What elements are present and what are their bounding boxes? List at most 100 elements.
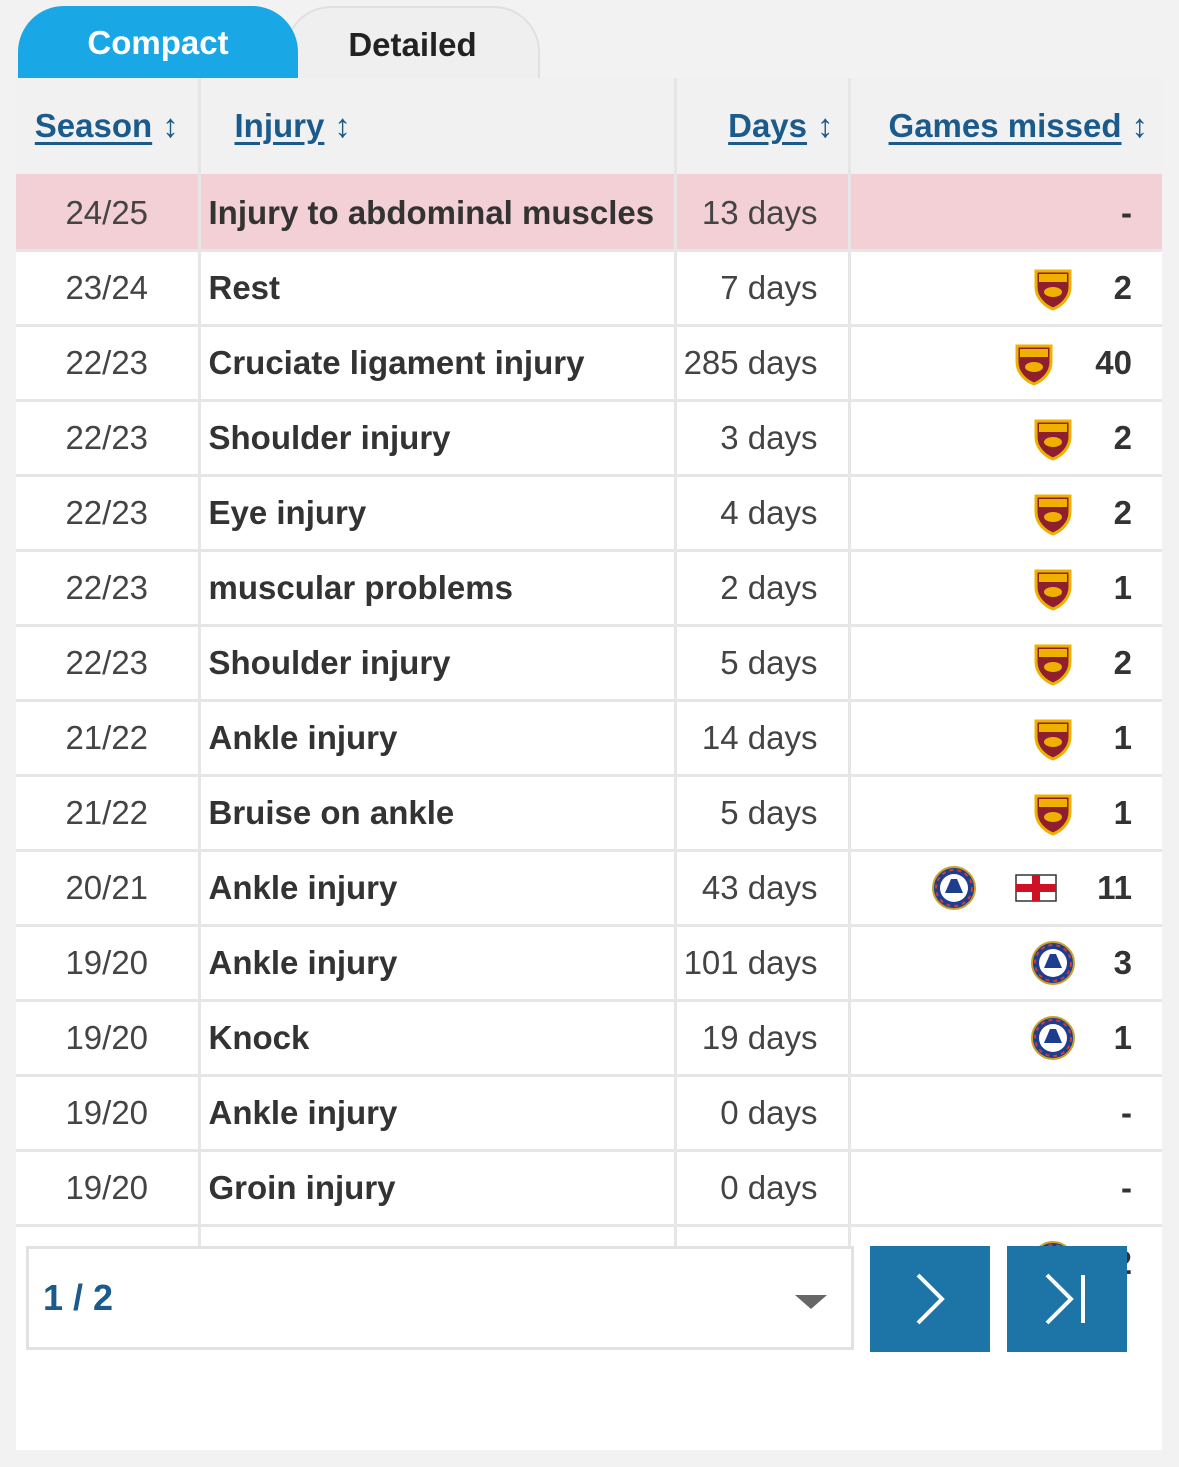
season-cell: 19/20 [16, 924, 201, 1001]
games-missed-count: 3 [1113, 944, 1132, 981]
season-cell: 23/24 [16, 249, 201, 326]
last-page-button[interactable] [1007, 1246, 1127, 1352]
games-missed-content: 11 [851, 865, 1132, 911]
games-missed-content: 1 [851, 790, 1132, 836]
injury-cell: Groin injury [199, 1149, 677, 1226]
season-cell: 21/22 [16, 699, 201, 776]
games-missed-content: 2 [851, 415, 1132, 461]
injury-cell: Shoulder injury [199, 399, 677, 476]
injury-cell: Ankle injury [199, 924, 677, 1001]
sort-arrows-icon[interactable]: ↕ [817, 107, 834, 144]
games-missed-cell: 2 [849, 624, 1162, 701]
chelsea-crest-icon [1030, 941, 1075, 985]
sort-link-injury[interactable]: Injury [234, 107, 325, 144]
table-row: 22/23 muscular problems 2 days 1 [16, 549, 1162, 626]
games-missed-content: 1 [851, 1015, 1132, 1061]
days-cell: 101 days [675, 924, 851, 1001]
caret-down-icon[interactable] [795, 1295, 827, 1309]
column-header-season[interactable]: Season ↕ [16, 78, 201, 176]
season-cell: 19/20 [16, 999, 201, 1076]
table-row: 21/22 Bruise on ankle 5 days 1 [16, 774, 1162, 851]
games-missed-count: 2 [1113, 494, 1132, 531]
games-missed-count: 1 [1113, 794, 1132, 831]
table-row: 19/20 Ankle injury 101 days 3 [16, 924, 1162, 1001]
sort-link-season[interactable]: Season [34, 107, 153, 144]
injury-cell: muscular problems [199, 549, 677, 626]
games-missed-count: 2 [1113, 269, 1132, 306]
sort-arrows-icon[interactable]: ↕ [162, 107, 179, 144]
chelsea-crest-icon [932, 866, 977, 910]
games-missed-cell: 1 [849, 774, 1162, 851]
season-cell: 22/23 [16, 624, 201, 701]
games-missed-count: 40 [1095, 344, 1132, 381]
roma-crest-icon [1034, 719, 1072, 761]
games-missed-cell: - [849, 1149, 1162, 1226]
injury-cell: Shoulder injury [199, 624, 677, 701]
sort-arrows-icon[interactable]: ↕ [1131, 107, 1149, 144]
roma-crest-icon [1034, 569, 1072, 611]
days-cell: 285 days [675, 324, 851, 401]
injury-cell: Eye injury [199, 474, 677, 551]
injury-cell: Injury to abdominal muscles [199, 174, 677, 251]
games-missed-cell: 11 [849, 849, 1162, 926]
tab-detailed[interactable]: Detailed [285, 6, 540, 80]
season-cell: 21/22 [16, 774, 201, 851]
roma-crest-icon [1034, 794, 1072, 836]
column-header-games-missed[interactable]: Games missed ↕ [849, 78, 1162, 176]
chevron-right-icon [916, 1273, 945, 1325]
games-missed-count: 1 [1113, 569, 1132, 606]
sort-link-games-missed[interactable]: Games missed [888, 107, 1122, 144]
games-missed-content: - [851, 1094, 1132, 1132]
sort-link-days[interactable]: Days [728, 107, 807, 144]
days-cell: 3 days [675, 399, 851, 476]
column-header-days[interactable]: Days ↕ [675, 78, 851, 176]
games-missed-count: 2 [1113, 419, 1132, 456]
season-cell: 22/23 [16, 324, 201, 401]
england-flag-icon [1015, 874, 1057, 902]
tab-compact[interactable]: Compact [18, 6, 298, 80]
last-page-icon [1045, 1273, 1085, 1325]
next-page-button[interactable] [870, 1246, 990, 1352]
injury-cell: Ankle injury [199, 849, 677, 926]
games-missed-content: 3 [851, 940, 1132, 986]
days-cell: 5 days [675, 624, 851, 701]
table-row: 22/23 Eye injury 4 days 2 [16, 474, 1162, 551]
season-cell: 24/25 [16, 174, 201, 251]
table-row: 19/20 Groin injury 0 days - [16, 1149, 1162, 1226]
table-header-row: Season ↕ Injury ↕ Days ↕ Games missed ↕ [16, 78, 1162, 176]
page-select-value: 1 / 2 [43, 1277, 114, 1318]
injury-cell: Ankle injury [199, 1074, 677, 1151]
days-cell: 5 days [675, 774, 851, 851]
table-row: 24/25 Injury to abdominal muscles 13 days - [16, 174, 1162, 251]
season-cell: 19/20 [16, 1074, 201, 1151]
games-missed-count: 1 [1113, 719, 1132, 756]
games-missed-cell: 2 [849, 399, 1162, 476]
roma-crest-icon [1034, 494, 1072, 536]
games-missed-count: 2 [1113, 644, 1132, 681]
page-select[interactable]: 1 / 2 [26, 1246, 854, 1350]
days-cell: 14 days [675, 699, 851, 776]
roma-crest-icon [1034, 269, 1072, 311]
days-cell: 7 days [675, 249, 851, 326]
chelsea-crest-icon [1030, 1016, 1075, 1060]
table-row: 22/23 Shoulder injury 5 days 2 [16, 624, 1162, 701]
sort-arrows-icon[interactable]: ↕ [334, 107, 351, 144]
roma-crest-icon [1034, 419, 1072, 461]
games-missed-content: 2 [851, 640, 1132, 686]
games-missed-content: - [851, 194, 1132, 232]
injury-cell: Bruise on ankle [199, 774, 677, 851]
injury-cell: Rest [199, 249, 677, 326]
table-row: 21/22 Ankle injury 14 days 1 [16, 699, 1162, 776]
games-missed-cell: 1 [849, 699, 1162, 776]
season-cell: 20/21 [16, 849, 201, 926]
days-cell: 13 days [675, 174, 851, 251]
games-missed-content: 2 [851, 490, 1132, 536]
season-cell: 22/23 [16, 474, 201, 551]
games-missed-cell: - [849, 1074, 1162, 1151]
games-missed-cell: - [849, 174, 1162, 251]
games-missed-content: 40 [851, 340, 1132, 386]
games-missed-cell: 1 [849, 999, 1162, 1076]
column-header-injury[interactable]: Injury ↕ [199, 78, 677, 176]
games-missed-count: - [1121, 194, 1132, 231]
injury-cell: Ankle injury [199, 699, 677, 776]
